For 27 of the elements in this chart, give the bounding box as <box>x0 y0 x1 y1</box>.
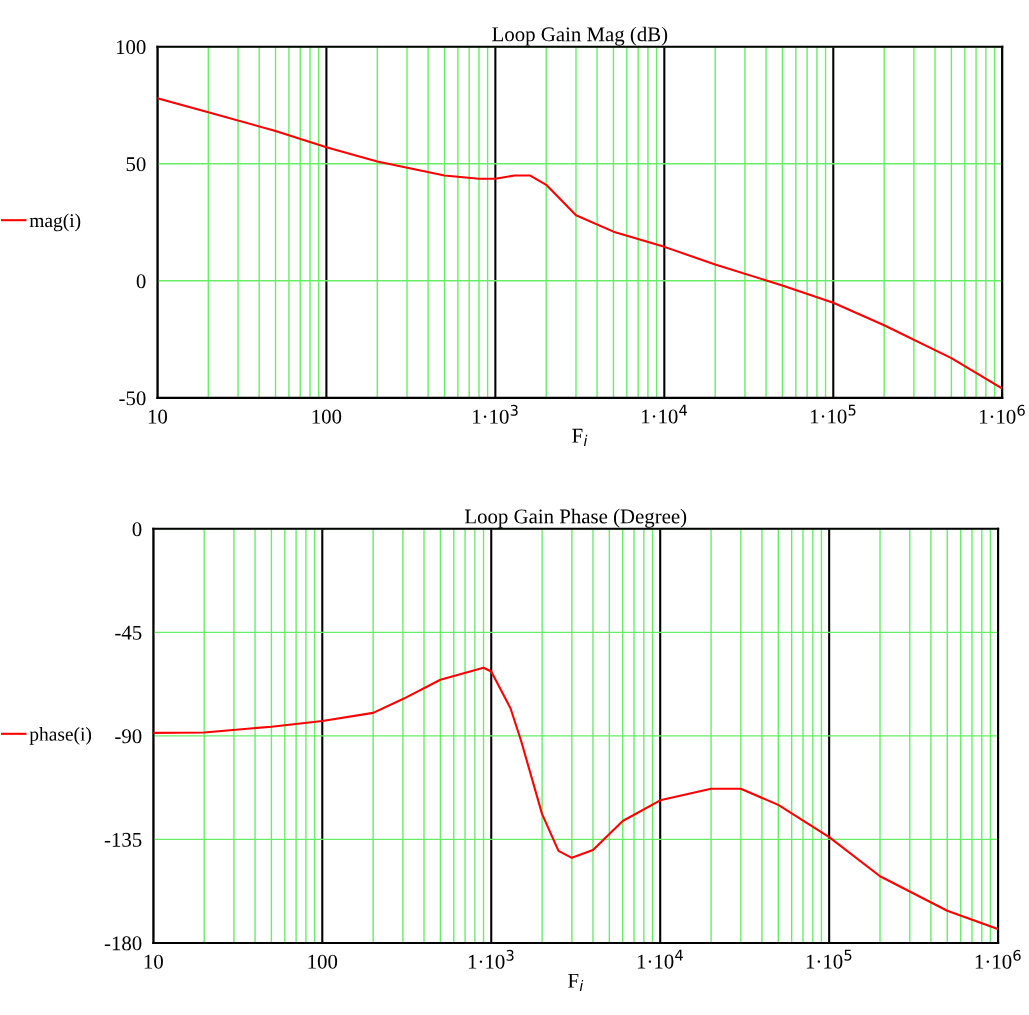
y-tick-label: 100 <box>116 40 146 55</box>
y-tick-label: -45 <box>115 625 142 640</box>
x-tick-label: 1·10$^{5}$ <box>806 949 852 969</box>
y-tick-label: -90 <box>115 729 142 744</box>
x-tick-label: 100 <box>312 409 342 424</box>
y-tick-label: 50 <box>126 157 146 172</box>
x-tick-label: 1·10$^{4}$ <box>637 949 683 969</box>
x-tick-label: 1·10$^{3}$ <box>473 404 518 424</box>
y-tick-label: -135 <box>104 832 142 847</box>
y-tick-label: 0 <box>136 274 146 289</box>
chart-title: Loop Gain Mag (dB) <box>492 26 668 46</box>
y-tick-label: 0 <box>132 522 142 537</box>
x-tick-label: 1·10$^{4}$ <box>641 404 687 424</box>
x-tick-label: 1·10$^{6}$ <box>975 949 1021 969</box>
x-tick-label: 1·10$^{3}$ <box>468 949 514 969</box>
legend-label: phase(i) <box>29 727 92 745</box>
legend-label: mag(i) <box>29 213 81 232</box>
x-tick-label: 1·10$^{6}$ <box>979 404 1025 424</box>
x-tick-label: 1·10$^{5}$ <box>810 404 856 424</box>
x-axis-title: F$_{i}$ <box>572 428 588 446</box>
x-tick-label: 10 <box>148 409 168 424</box>
y-tick-label: -50 <box>119 391 146 406</box>
x-tick-label: 10 <box>144 954 163 969</box>
x-tick-label: 100 <box>308 954 338 969</box>
y-tick-label: -180 <box>104 936 142 951</box>
x-axis-title: F$_{i}$ <box>568 973 584 991</box>
chart-title: Loop Gain Phase (Degree) <box>464 508 687 528</box>
